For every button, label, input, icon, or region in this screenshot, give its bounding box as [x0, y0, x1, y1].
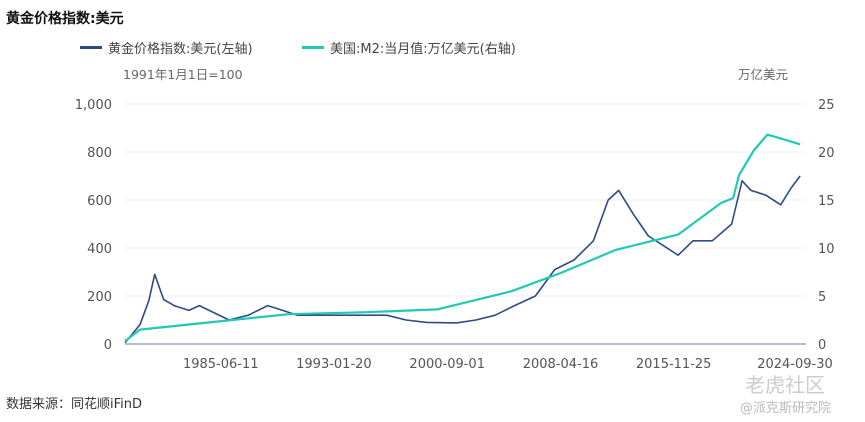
right-tick-label: 0 — [818, 338, 826, 353]
right-tick-label: 25 — [818, 98, 835, 113]
left-tick-label: 800 — [87, 146, 112, 161]
x-tick-label: 1993-01-20 — [296, 357, 372, 372]
right-axis-note: 万亿美元 — [738, 67, 789, 82]
legend-gold[interactable]: 黄金价格指数:美元(左轴) — [80, 38, 253, 57]
right-tick-label: 15 — [818, 194, 835, 209]
gold-price-line — [124, 175, 801, 344]
watermark-author: @派克斯研究院 — [740, 401, 832, 416]
left-axis-note: 1991年1月1日=100 — [123, 67, 243, 82]
legend-label-m2: 美国:M2:当月值:万亿美元(右轴) — [330, 42, 516, 57]
x-tick-label: 1985-06-11 — [183, 357, 259, 372]
left-tick-label: 200 — [87, 290, 112, 305]
right-tick-label: 5 — [818, 290, 826, 305]
x-tick-label: 2008-04-16 — [523, 357, 599, 372]
right-tick-label: 10 — [818, 242, 835, 257]
legend-swatch-m2 — [302, 46, 324, 49]
x-tick-label: 2000-09-01 — [409, 357, 485, 372]
x-tick-label: 2015-11-25 — [636, 357, 712, 372]
left-tick-label: 1,000 — [75, 98, 112, 113]
m2-line — [124, 133, 801, 342]
left-tick-label: 400 — [87, 242, 112, 257]
watermark: 老虎社区 — [745, 373, 825, 397]
legend-m2[interactable]: 美国:M2:当月值:万亿美元(右轴) — [302, 38, 516, 57]
chart-title: 黄金价格指数:美元 — [6, 11, 124, 27]
left-tick-label: 0 — [104, 338, 112, 353]
legend-swatch-gold — [80, 46, 102, 49]
legend-label-gold: 黄金价格指数:美元(左轴) — [108, 42, 253, 57]
left-tick-label: 600 — [87, 194, 112, 209]
data-source: 数据来源：同花顺iFinD — [6, 397, 143, 412]
x-tick-label: 2024-09-30 — [757, 357, 833, 372]
right-tick-label: 20 — [818, 146, 835, 161]
